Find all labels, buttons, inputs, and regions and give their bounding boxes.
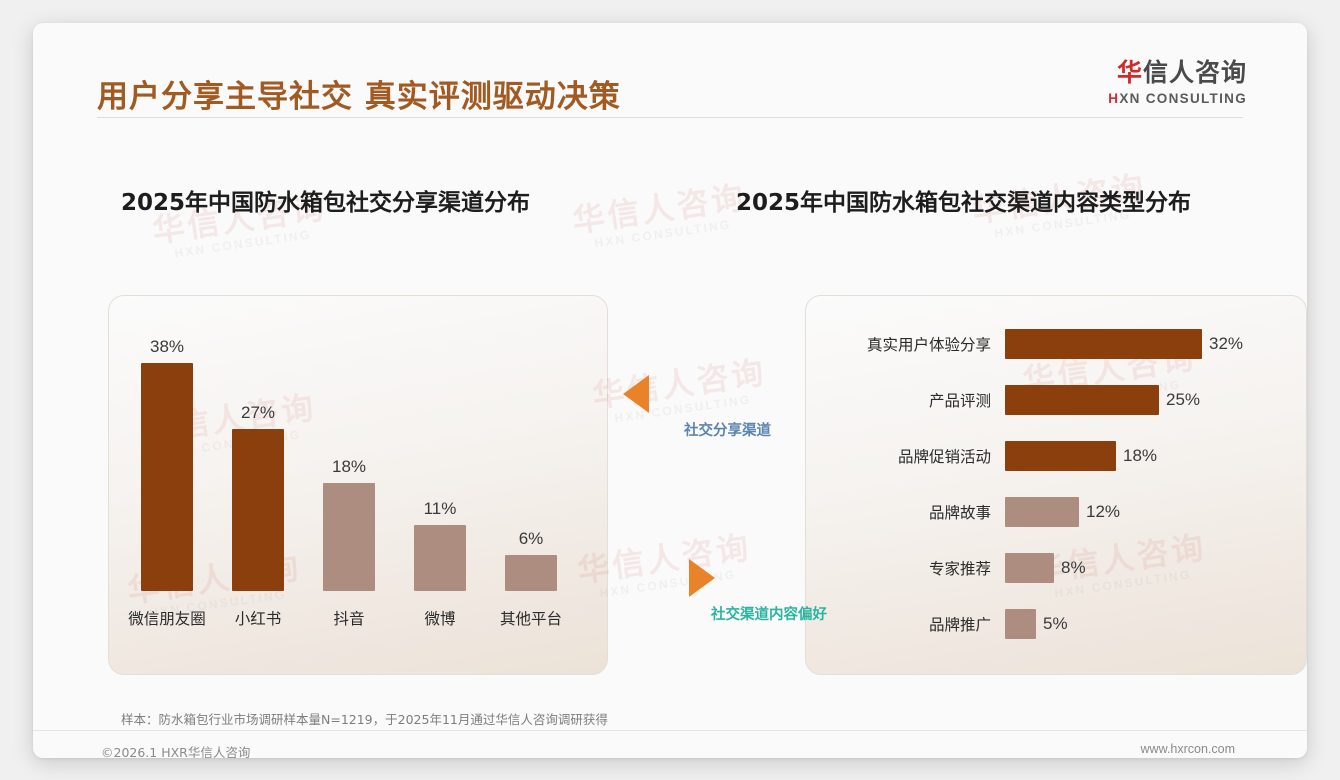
bar-category-label: 真实用户体验分享: [866, 336, 991, 354]
watermark: 华信人咨询 HXN CONSULTING: [590, 354, 771, 427]
logo-chinese: 华信人咨询: [1108, 60, 1247, 85]
logo-cn-red: 华: [1116, 58, 1143, 87]
watermark-cn: 华信人咨询: [590, 354, 769, 415]
triangle-right-icon: [689, 559, 715, 597]
bar-value-label: 25%: [1166, 390, 1201, 409]
website-text: www.hxrcon.com: [1140, 742, 1235, 756]
logo-en-red: H: [1108, 91, 1120, 106]
bar-category-label: 抖音: [333, 610, 365, 628]
sample-footnote: 样本：防水箱包行业市场调研样本量N=1219，于2025年11月通过华信人咨询调…: [121, 712, 608, 727]
bar: [505, 555, 557, 591]
bar-value-label: 6%: [518, 529, 544, 548]
bar: [141, 363, 193, 591]
vertical-bar-chart: 38% 微信朋友圈 27% 小红书 18% 抖音 11% 微博 6% 其他平台: [108, 295, 608, 675]
bar-category-label: 专家推荐: [928, 560, 991, 578]
right-chart-title: 2025年中国防水箱包社交渠道内容类型分布: [736, 190, 1192, 216]
bar-value-label: 8%: [1061, 558, 1086, 577]
connector-content-preference: 社交渠道内容偏好: [689, 559, 827, 624]
watermark-cn: 华信人咨询: [570, 179, 749, 240]
connector-bottom-label: 社交渠道内容偏好: [711, 607, 827, 623]
company-logo: 华信人咨询 HXN CONSULTING: [1108, 60, 1247, 106]
bar-category-label: 产品评测: [928, 392, 991, 410]
bar: [1005, 497, 1079, 527]
bar-row: 品牌推广 5%: [805, 607, 1307, 641]
bar-category-label: 微信朋友圈: [128, 610, 206, 628]
slide-card: 华信人咨询 HXN CONSULTING 华信人咨询 HXN CONSULTIN…: [33, 23, 1307, 758]
watermark-en: HXN CONSULTING: [173, 226, 313, 260]
horizontal-bar-chart: 真实用户体验分享 32% 产品评测 25% 品牌促销活动 18% 品牌故事 12% 专家推荐 8%…: [805, 295, 1307, 675]
bar-category-label: 品牌推广: [928, 616, 991, 634]
bar: [1005, 329, 1202, 359]
bar-row: 品牌故事 12%: [805, 495, 1307, 529]
bar-row: 品牌促销活动 18%: [805, 439, 1307, 473]
bar: [1005, 553, 1054, 583]
bar-row: 专家推荐 8%: [805, 551, 1307, 585]
bar: [1005, 385, 1159, 415]
footer-divider: [33, 730, 1307, 731]
bar-value-label: 5%: [1043, 614, 1068, 633]
bar: [232, 429, 284, 591]
bar-row: 真实用户体验分享 32%: [805, 327, 1307, 361]
logo-en-rest: XN CONSULTING: [1119, 91, 1247, 106]
bar-value-label: 18%: [1123, 446, 1158, 465]
bar: [1005, 441, 1116, 471]
title-divider: [97, 117, 1243, 118]
bar-value-label: 11%: [423, 499, 457, 518]
bar-column: 6% 其他平台: [496, 295, 566, 675]
bar-column: 11% 微博: [405, 295, 475, 675]
logo-cn-dark: 信人咨询: [1142, 58, 1247, 87]
bar: [414, 525, 466, 591]
bar-category-label: 微博: [424, 610, 456, 628]
triangle-left-icon: [623, 375, 649, 413]
bar-value-label: 38%: [149, 337, 185, 356]
slide-header: 用户分享主导社交 真实评测驱动决策 华信人咨询 HXN CONSULTING: [33, 23, 1307, 123]
left-chart-title: 2025年中国防水箱包社交分享渠道分布: [121, 190, 531, 216]
bar-value-label: 12%: [1086, 502, 1121, 521]
bar: [323, 483, 375, 591]
copyright-text: ©2026.1 HXR华信人咨询: [101, 745, 251, 758]
bar-category-label: 其他平台: [499, 610, 563, 628]
connector-top-label: 社交分享渠道: [684, 423, 771, 439]
bar-value-label: 27%: [240, 403, 276, 422]
bar-column: 38% 微信朋友圈: [128, 295, 206, 675]
bar-column: 18% 抖音: [314, 295, 384, 675]
bar-value-label: 32%: [1209, 334, 1244, 353]
logo-english: HXN CONSULTING: [1108, 92, 1247, 106]
bar-category-label: 品牌故事: [928, 504, 991, 522]
bar: [1005, 609, 1036, 639]
bar-column: 27% 小红书: [223, 295, 293, 675]
bar-value-label: 18%: [331, 457, 367, 476]
watermark: 华信人咨询 HXN CONSULTING: [570, 179, 751, 252]
page-title: 用户分享主导社交 真实评测驱动决策: [97, 79, 621, 115]
watermark-en: HXN CONSULTING: [593, 216, 733, 250]
bar-row: 产品评测 25%: [805, 383, 1307, 417]
bar-category-label: 品牌促销活动: [897, 448, 991, 466]
bar-category-label: 小红书: [234, 610, 282, 628]
connector-social-share-channel: 社交分享渠道: [623, 375, 771, 440]
